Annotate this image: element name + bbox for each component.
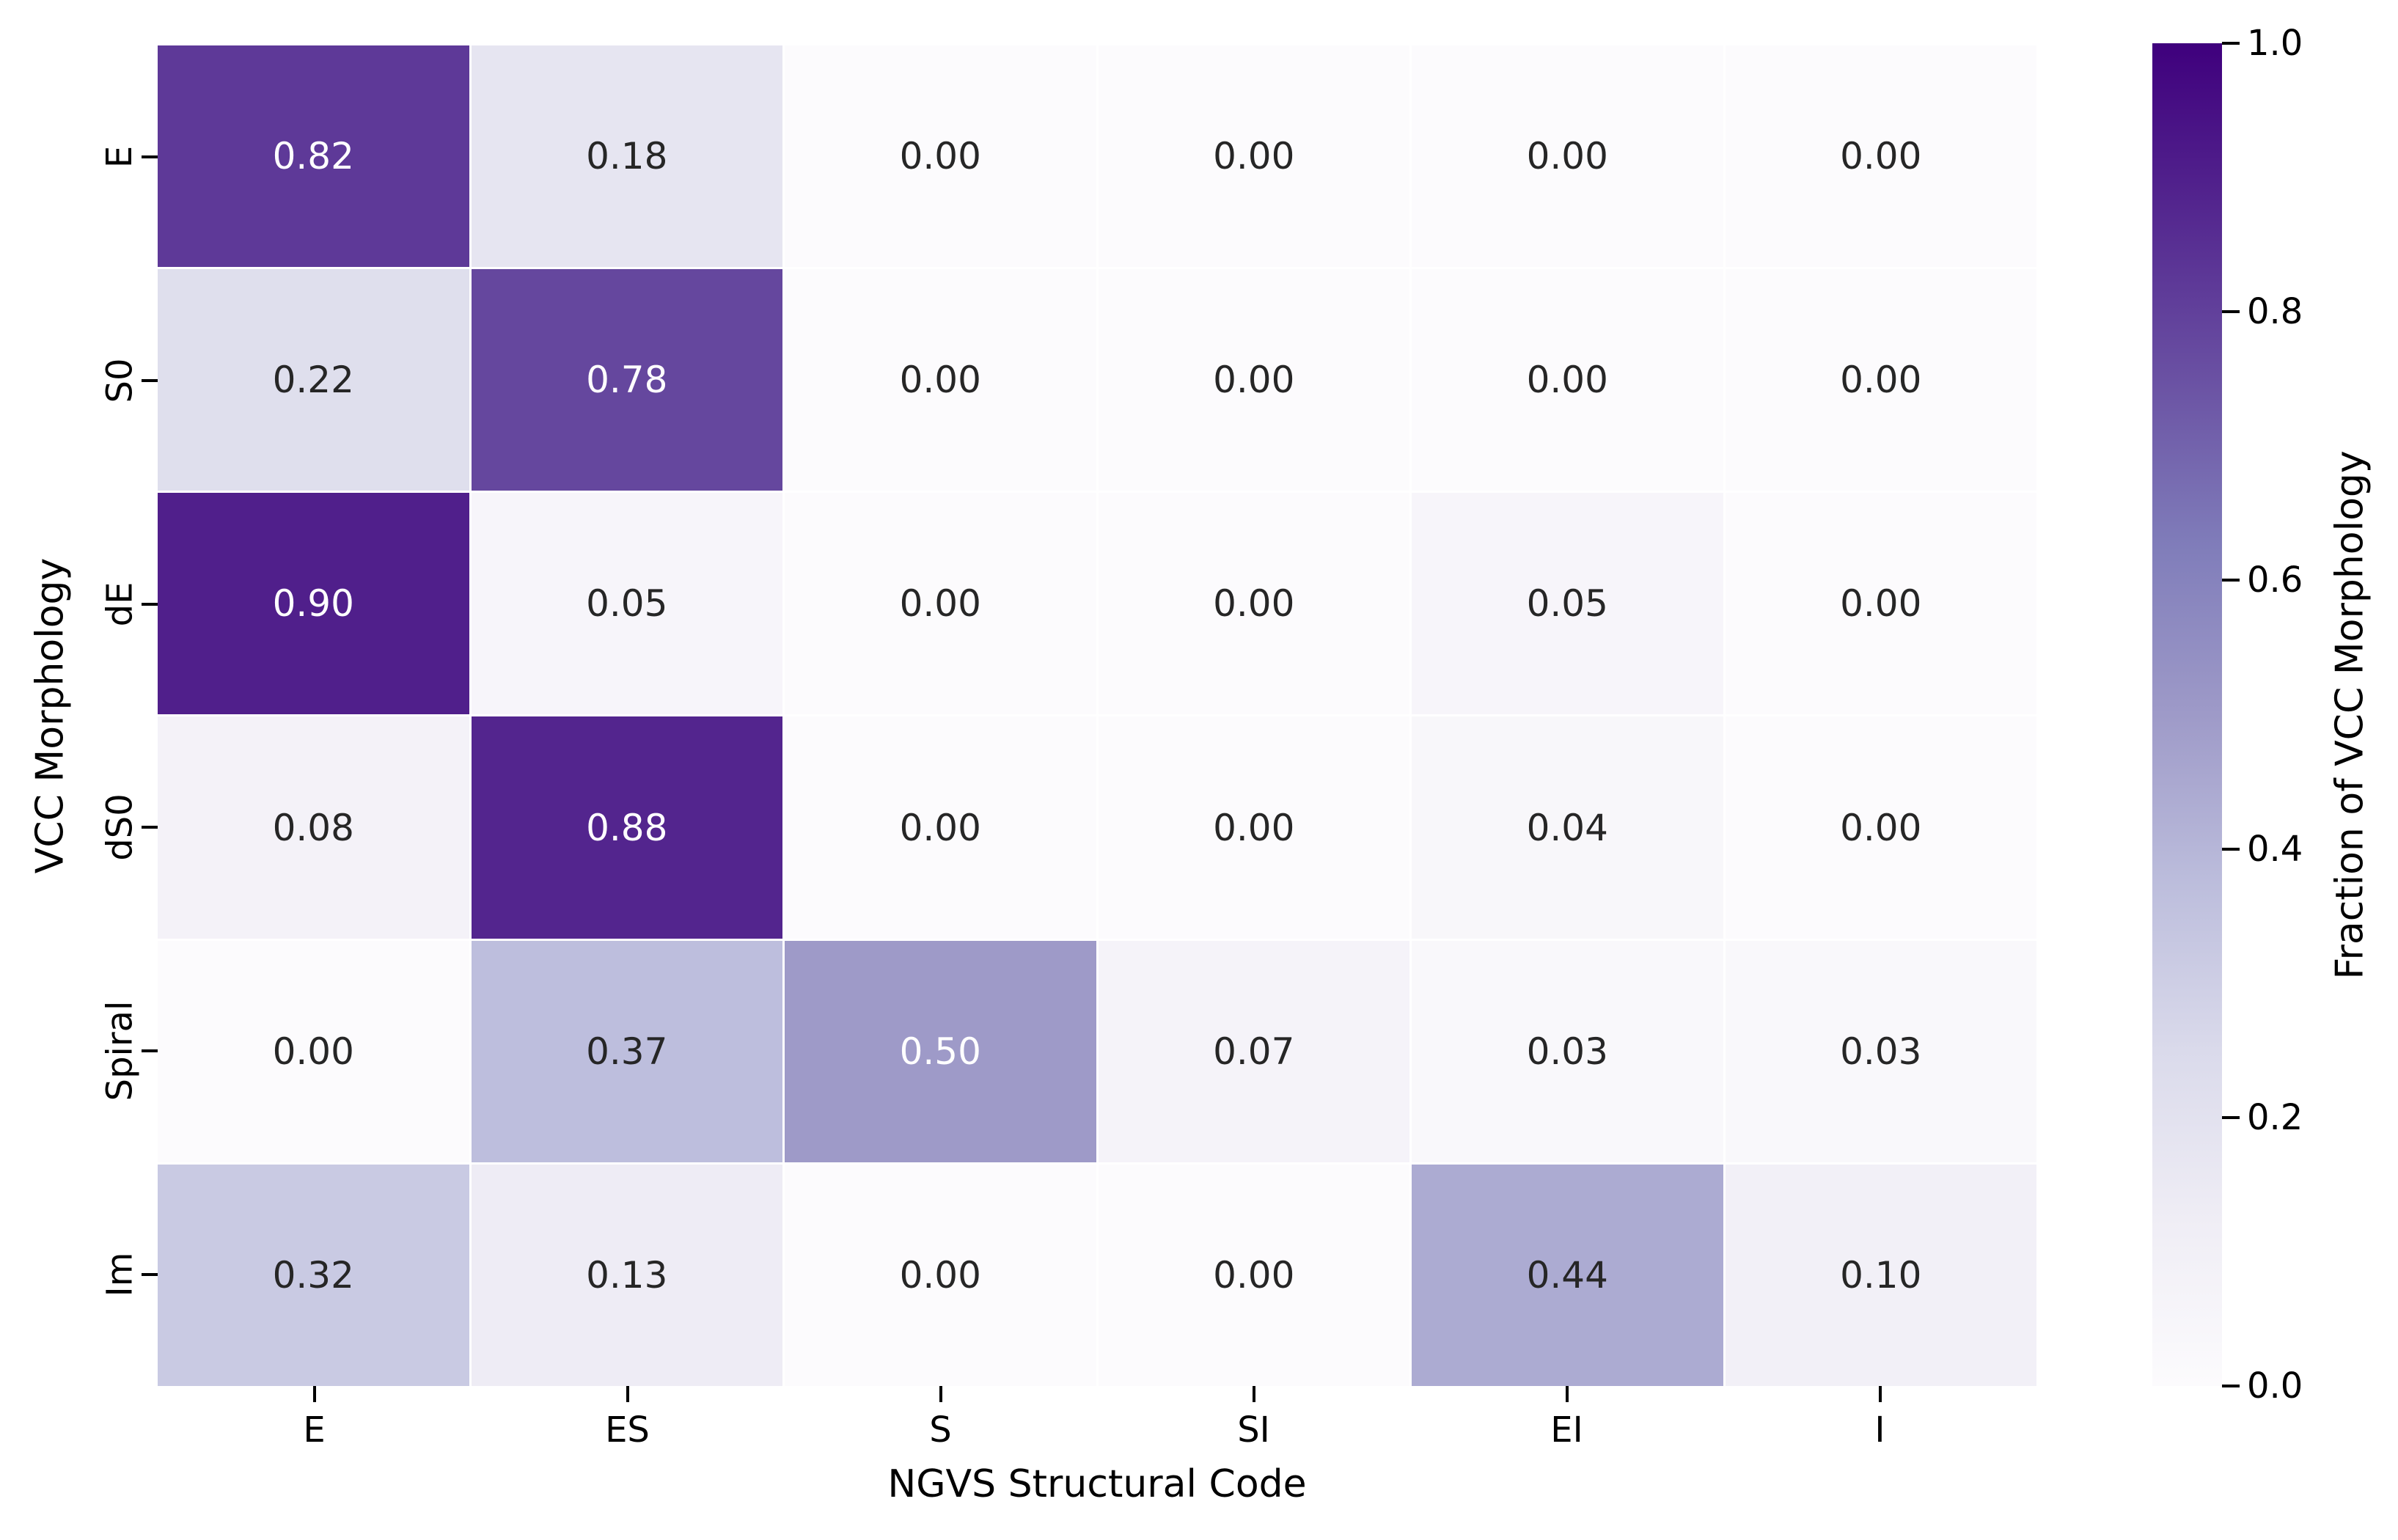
x-tick-mark [626,1386,629,1402]
y-axis-label: VCC Morphology [15,45,85,1386]
heatmap-cell: 0.44 [1412,1164,1723,1386]
heatmap-cell: 0.13 [471,1164,782,1386]
colorbar-tick-mark [2222,42,2240,45]
x-tick-mark [1252,1386,1255,1402]
colorbar-tick-label: 0.0 [2247,1365,2303,1407]
heatmap-cell: 0.03 [1725,940,2036,1162]
y-tick-label-text: dE [99,582,141,627]
x-tick-label: S [929,1409,952,1451]
colorbar-label: Fraction of VCC Morphology [2325,43,2376,1386]
heatmap-cell: 0.10 [1725,1164,2036,1386]
y-tick-label-text: S0 [99,358,141,403]
heatmap-cell: 0.00 [785,716,1096,939]
x-tick [471,1386,784,1402]
heatmap-cell: 0.00 [1725,493,2036,715]
heatmap-cell: 0.08 [158,716,469,939]
colorbar-tick-mark [2222,1115,2240,1119]
x-tick [158,1386,471,1402]
colorbar-tick-label: 1.0 [2247,23,2303,64]
heatmap-cell: 0.04 [1412,716,1723,939]
x-tick [1097,1386,1410,1402]
heatmap-cell: 0.22 [158,269,469,491]
x-tick-mark [1878,1386,1882,1402]
colorbar-tick-label: 0.6 [2247,560,2303,601]
y-tick [142,492,158,716]
y-tick-mark [142,378,158,382]
colorbar-tick-label: 0.8 [2247,291,2303,333]
heatmap-cell: 0.00 [1098,269,1409,491]
y-tick-label-text: dS0 [99,793,141,862]
heatmap-cell: 0.00 [785,493,1096,715]
heatmap-cell: 0.03 [1412,940,1723,1162]
colorbar-gradient [2152,43,2222,1386]
y-tick [142,269,158,493]
heatmap-cell: 0.00 [785,1164,1096,1386]
heatmap-cell: 0.00 [1098,493,1409,715]
y-tick [142,1162,158,1386]
y-tick-label-text: E [99,146,141,169]
heatmap-cell: 0.07 [1098,940,1409,1162]
heatmap-cell: 0.00 [1412,45,1723,268]
y-tick [142,716,158,939]
heatmap-cell: 0.00 [785,269,1096,491]
y-tick-mark [142,1049,158,1052]
y-axis-tick-marks [142,45,158,1386]
colorbar-tick-mark [2222,1385,2240,1387]
heatmap-cell: 0.00 [1098,1164,1409,1386]
colorbar-tick-label: 0.4 [2247,828,2303,870]
x-axis-tick-marks [158,1386,2036,1402]
y-tick-mark [142,1272,158,1276]
colorbar-tick-label: 0.2 [2247,1096,2303,1138]
x-tick-label: SI [1237,1409,1270,1451]
heatmap-cell: 0.50 [785,940,1096,1162]
heatmap-cell: 0.00 [158,940,469,1162]
y-tick-label-text: Im [99,1252,141,1297]
heatmap-grid: 0.82 0.18 0.00 0.00 0.00 0.00 0.22 0.78 0.00 0.00… [158,45,2036,1386]
heatmap-cell: 0.05 [471,493,782,715]
heatmap-cell: 0.00 [1412,269,1723,491]
x-tick-label: ES [605,1409,650,1451]
heatmap-cell: 0.05 [1412,493,1723,715]
y-axis-label-text: VCC Morphology [28,557,73,874]
x-tick-mark [939,1386,942,1402]
heatmap-cell: 0.88 [471,716,782,939]
colorbar-label-text: Fraction of VCC Morphology [2328,450,2373,980]
x-tick-mark [1565,1386,1569,1402]
x-tick [1723,1386,2036,1402]
heatmap-cell: 0.82 [158,45,469,268]
heatmap-cell: 0.18 [471,45,782,268]
colorbar-tick-mark [2222,847,2240,851]
x-tick-label: EI [1550,1409,1583,1451]
colorbar-tick-mark [2222,579,2240,582]
colorbar-tick-mark [2222,310,2240,314]
x-tick-label: E [303,1409,326,1451]
heatmap-cell: 0.32 [158,1164,469,1386]
heatmap-cell: 0.00 [785,45,1096,268]
x-tick-label: I [1874,1409,1885,1451]
heatmap-cell: 0.78 [471,269,782,491]
x-tick [1410,1386,1723,1402]
y-tick-mark [142,155,158,159]
colorbar-tick-marks [2222,42,2240,1387]
y-tick-mark [142,826,158,829]
heatmap-cell: 0.00 [1098,45,1409,268]
y-tick [142,939,158,1163]
heatmap-cell: 0.90 [158,493,469,715]
heatmap-cell: 0.00 [1098,716,1409,939]
y-tick [142,45,158,269]
y-tick-mark [142,602,158,606]
x-tick-mark [312,1386,316,1402]
heatmap-cell: 0.37 [471,940,782,1162]
x-axis-tick-labels: E ES S SI EI I [158,1407,2036,1453]
heatmap-cell: 0.00 [1725,45,2036,268]
colorbar-tick-labels: 1.0 0.8 0.6 0.4 0.2 0.0 [2247,23,2335,1407]
heatmap-cell: 0.00 [1725,716,2036,939]
x-tick [784,1386,1097,1402]
heatmap-cell: 0.00 [1725,269,2036,491]
y-tick-label-text: Spiral [99,1000,141,1101]
x-axis-label: NGVS Structural Code [887,1462,1307,1506]
